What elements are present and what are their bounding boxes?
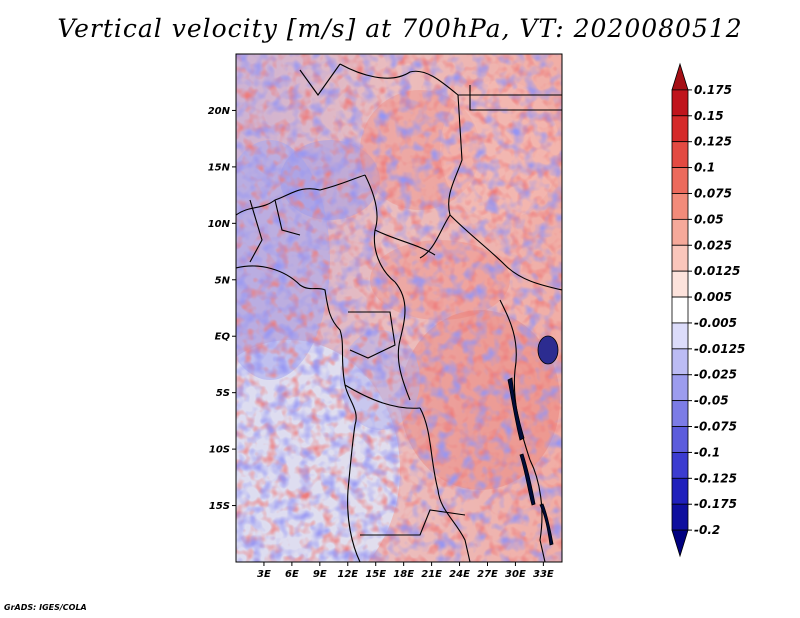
colorbar-label: 0.0125	[694, 264, 740, 278]
lat-tick-label: EQ	[215, 332, 231, 343]
colorbar-label: 0.175	[694, 83, 732, 97]
lon-tick-label: 9E	[313, 569, 327, 580]
colorbar-segment	[671, 115, 689, 143]
colorbar-segment	[671, 400, 689, 427]
colorbar-label: -0.125	[694, 471, 737, 485]
map-title: Vertical velocity [m/s] at 700hPa, VT: 2…	[57, 14, 743, 43]
colorbar-label: -0.2	[694, 523, 720, 537]
lon-tick-label: 3E	[257, 569, 271, 580]
colorbar-label: -0.05	[694, 394, 729, 408]
colorbar-segment	[671, 322, 689, 350]
colorbar-label: 0.05	[694, 212, 724, 226]
lat-tick-label: 5N	[215, 275, 231, 286]
lon-tick-label: 6E	[285, 569, 299, 580]
lat-tick-label: 5S	[216, 388, 230, 399]
colorbar-bottom-arrow	[671, 529, 689, 558]
lon-tick-label: 30E	[505, 569, 526, 580]
colorbar-label: -0.025	[694, 368, 737, 382]
colorbar-segment	[671, 141, 689, 168]
colorbar-segment	[671, 296, 689, 324]
lat-tick-label: 10N	[208, 219, 231, 230]
colorbar-label: 0.15	[694, 109, 724, 123]
colorbar-segment	[671, 167, 689, 194]
lon-tick-label: 24E	[449, 569, 470, 580]
colorbar-segment	[671, 89, 689, 117]
vertical-velocity-field	[236, 54, 562, 562]
colorbar-label: 0.125	[694, 135, 732, 149]
colorbar-label: -0.0125	[694, 342, 745, 356]
colorbar-segment	[671, 426, 689, 453]
colorbar-segment	[671, 270, 689, 298]
colorbar-label: -0.005	[694, 316, 737, 330]
lat-tick-label: 20N	[208, 106, 231, 117]
colorbar-label: -0.075	[694, 420, 737, 434]
lat-tick-label: 10S	[209, 445, 230, 456]
lon-tick-label: 21E	[421, 569, 442, 580]
colorbar-label: -0.175	[694, 497, 737, 511]
colorbar-segment	[671, 193, 689, 220]
colorbar-segment	[671, 218, 689, 246]
colorbar-label: 0.005	[694, 290, 732, 304]
colorbar-top-arrow	[671, 62, 689, 91]
colorbar-label: 0.1	[694, 161, 715, 175]
colorbar-segment	[671, 374, 689, 402]
colorbar-label: 0.025	[694, 238, 732, 252]
longitude-axis: 3E 6E 9E 12E 15E 18E 21E 24E 27E 30E 33E	[257, 562, 554, 580]
lon-tick-label: 27E	[477, 569, 498, 580]
lat-tick-label: 15N	[208, 162, 231, 173]
colorbar-label: 0.075	[694, 186, 732, 200]
colorbar-segment	[671, 503, 689, 531]
colorbar-segment	[671, 452, 689, 479]
colorbar-segment	[671, 348, 689, 376]
lon-tick-label: 18E	[393, 569, 414, 580]
colorbar-label: -0.1	[694, 445, 720, 459]
grads-credit: GrADS: IGES/COLA	[4, 603, 87, 612]
lon-tick-label: 15E	[365, 569, 386, 580]
map-frame	[235, 53, 563, 563]
lon-tick-label: 33E	[533, 569, 554, 580]
lat-tick-label: 15S	[209, 501, 230, 512]
colorbar: 0.175 0.15 0.125 0.1 0.075 0.05 0.025 0.0125 0.0…	[671, 62, 745, 558]
colorbar-segment	[671, 477, 689, 505]
colorbar-segment	[671, 244, 689, 272]
lon-tick-label: 12E	[337, 569, 358, 580]
latitude-axis: 20N 15N 10N 5N EQ 5S 10S 15S	[208, 106, 236, 512]
